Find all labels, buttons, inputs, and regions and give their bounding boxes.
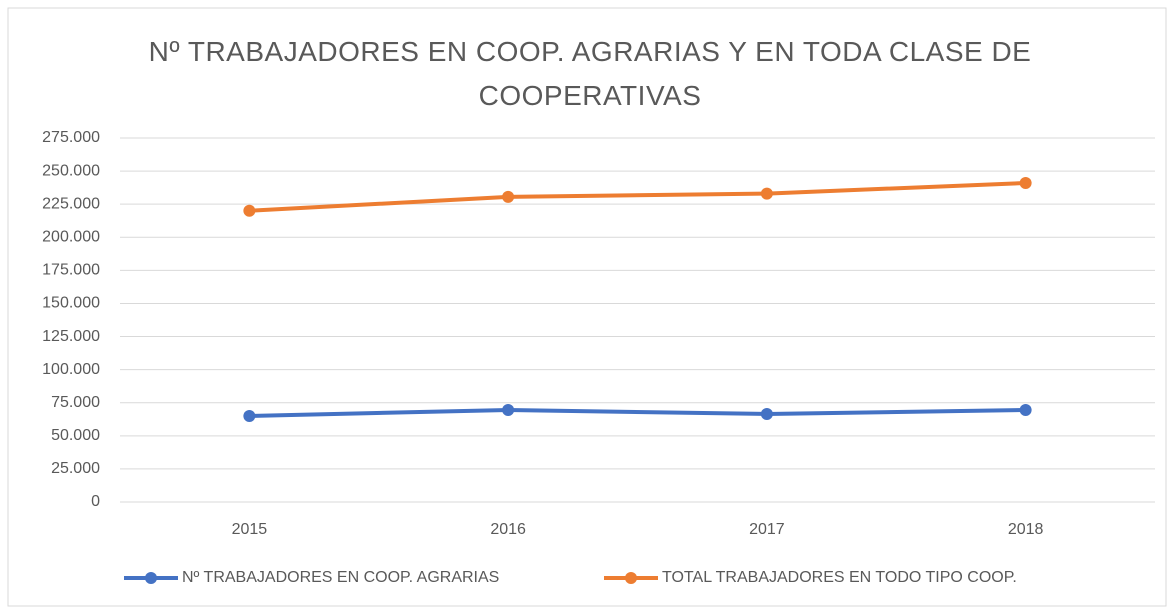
data-point <box>1019 177 1032 190</box>
chart-border <box>7 7 1167 607</box>
data-point <box>243 409 256 422</box>
x-tick-label: 2015 <box>232 521 268 538</box>
data-point <box>760 407 773 420</box>
y-tick-label: 75.000 <box>51 394 100 411</box>
x-tick-label: 2017 <box>749 521 785 538</box>
y-tick-label: 175.000 <box>42 262 100 279</box>
legend-label: Nº TRABAJADORES EN COOP. AGRARIAS <box>182 569 499 586</box>
data-point <box>502 404 515 417</box>
y-tick-label: 200.000 <box>42 228 100 245</box>
y-tick-label: 125.000 <box>42 328 100 345</box>
y-tick-label: 275.000 <box>42 129 100 146</box>
y-tick-label: 250.000 <box>42 162 100 179</box>
y-tick-label: 0 <box>91 493 100 510</box>
series-line <box>249 408 1026 418</box>
data-point <box>1019 404 1032 417</box>
x-tick-label: 2018 <box>1008 521 1044 538</box>
series-line <box>249 181 1026 213</box>
legend-marker <box>625 572 637 584</box>
data-point <box>502 190 515 203</box>
y-tick-label: 50.000 <box>51 427 100 444</box>
data-point <box>760 187 773 200</box>
legend-label: TOTAL TRABAJADORES EN TODO TIPO COOP. <box>662 569 1017 586</box>
y-tick-label: 25.000 <box>51 460 100 477</box>
y-tick-label: 100.000 <box>42 361 100 378</box>
data-point <box>243 204 256 217</box>
x-tick-label: 2016 <box>490 521 526 538</box>
y-tick-label: 150.000 <box>42 295 100 312</box>
chart-title: Nº TRABAJADORES EN COOP. AGRARIAS Y EN T… <box>148 36 1032 111</box>
legend-marker <box>145 572 157 584</box>
y-tick-label: 225.000 <box>42 195 100 212</box>
